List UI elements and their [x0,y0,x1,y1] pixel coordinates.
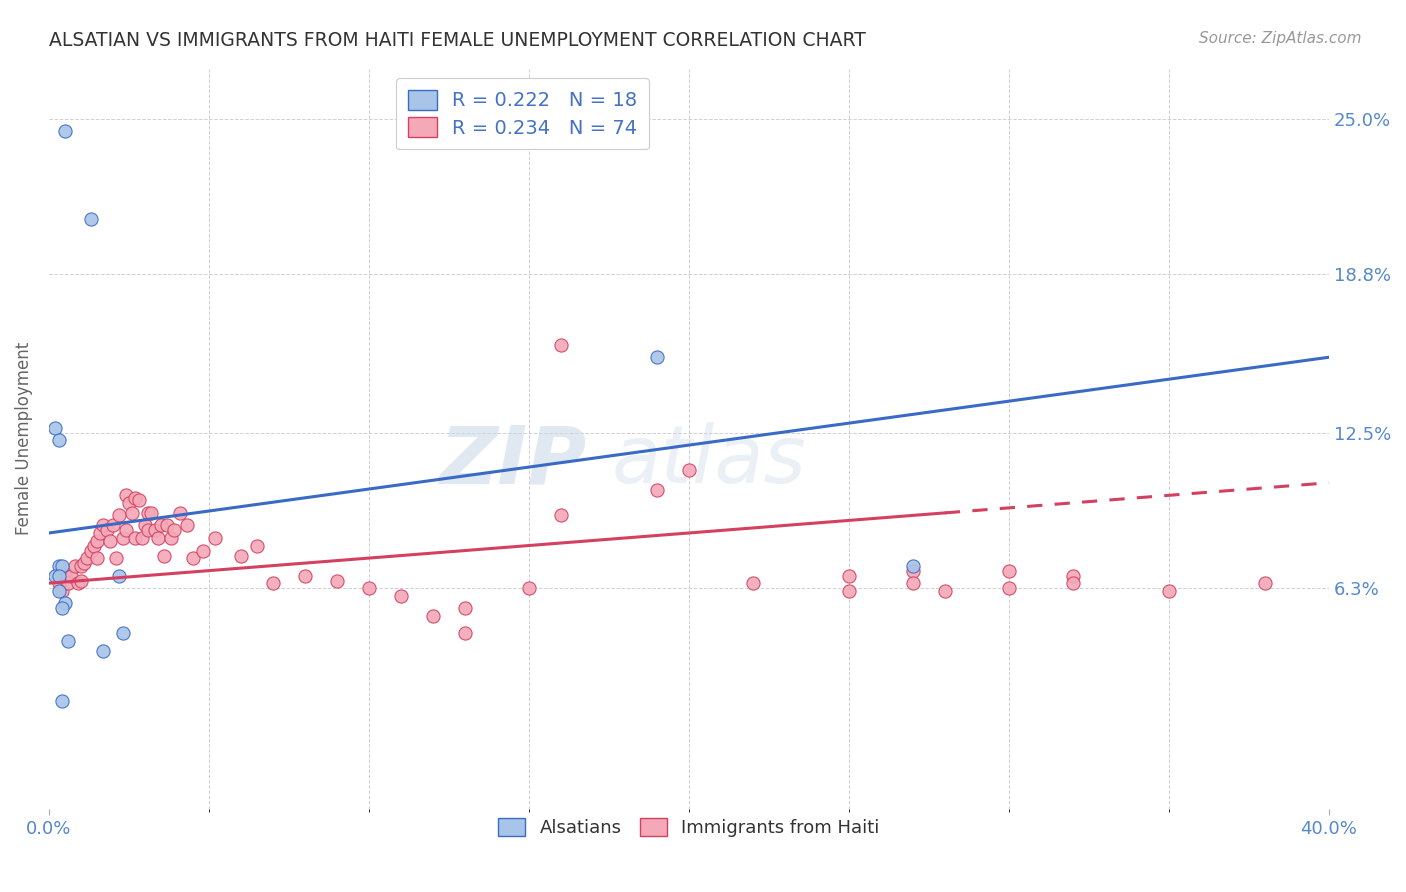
Point [51,601,73,615]
Point [204,531,226,545]
Point [70,574,93,588]
Point [48,433,70,447]
Point [96,524,118,538]
Point [48,576,70,591]
Text: ALSATIAN VS IMMIGRANTS FROM HAITI FEMALE UNEMPLOYMENT CORRELATION CHART: ALSATIAN VS IMMIGRANTS FROM HAITI FEMALE… [49,31,866,50]
Point [550,337,572,351]
Point [83,539,105,553]
Point [229,549,252,563]
Point [998,564,1021,578]
Point [742,576,765,591]
Point [169,506,191,520]
Point [79,212,101,227]
Legend: Alsatians, Immigrants from Haiti: Alsatians, Immigrants from Haiti [491,811,887,845]
Point [51,694,73,708]
Point [645,350,668,364]
Point [93,518,115,533]
Point [678,463,700,477]
Y-axis label: Female Unemployment: Female Unemployment [15,343,32,535]
Point [389,589,412,603]
Point [136,506,159,520]
Point [48,583,70,598]
Point [53,568,76,582]
Point [517,581,540,595]
Point [149,518,172,533]
Point [66,576,89,591]
Point [121,506,143,520]
Point [176,518,198,533]
Point [141,506,163,520]
Point [146,531,169,545]
Point [1062,576,1084,591]
Point [114,524,136,538]
Point [48,568,70,582]
Point [89,526,111,541]
Text: Source: ZipAtlas.com: Source: ZipAtlas.com [1198,31,1361,46]
Point [51,558,73,573]
Point [454,626,477,640]
Point [901,564,924,578]
Text: atlas: atlas [612,422,807,500]
Point [60,568,83,582]
Point [56,634,79,648]
Point [131,531,153,545]
Point [73,556,96,570]
Point [181,551,204,566]
Point [124,491,146,505]
Point [159,531,181,545]
Point [156,518,179,533]
Point [838,583,860,598]
Point [51,583,73,598]
Point [357,581,380,595]
Point [246,539,269,553]
Point [53,124,76,138]
Point [118,496,141,510]
Point [550,508,572,523]
Point [294,568,316,582]
Point [934,583,956,598]
Point [98,533,121,548]
Point [111,531,134,545]
Point [153,549,176,563]
Point [76,551,98,566]
Point [124,531,146,545]
Point [838,568,860,582]
Point [998,581,1021,595]
Point [108,508,131,523]
Point [44,420,66,434]
Point [86,551,108,566]
Point [86,533,108,548]
Point [70,558,93,573]
Point [645,483,668,498]
Point [105,551,128,566]
Point [44,568,66,582]
Point [63,558,86,573]
Point [108,568,131,582]
Point [262,576,284,591]
Point [56,576,79,591]
Point [111,626,134,640]
Point [128,493,150,508]
Point [326,574,349,588]
Point [136,524,159,538]
Point [79,543,101,558]
Text: ZIP: ZIP [439,422,586,500]
Point [1062,568,1084,582]
Point [454,601,477,615]
Point [163,524,186,538]
Point [143,524,166,538]
Point [114,488,136,502]
Point [1157,583,1180,598]
Point [48,558,70,573]
Point [101,518,124,533]
Point [422,608,444,623]
Point [134,518,156,533]
Point [191,543,214,558]
Point [53,596,76,610]
Point [93,644,115,658]
Point [901,576,924,591]
Point [1254,576,1277,591]
Point [901,558,924,573]
